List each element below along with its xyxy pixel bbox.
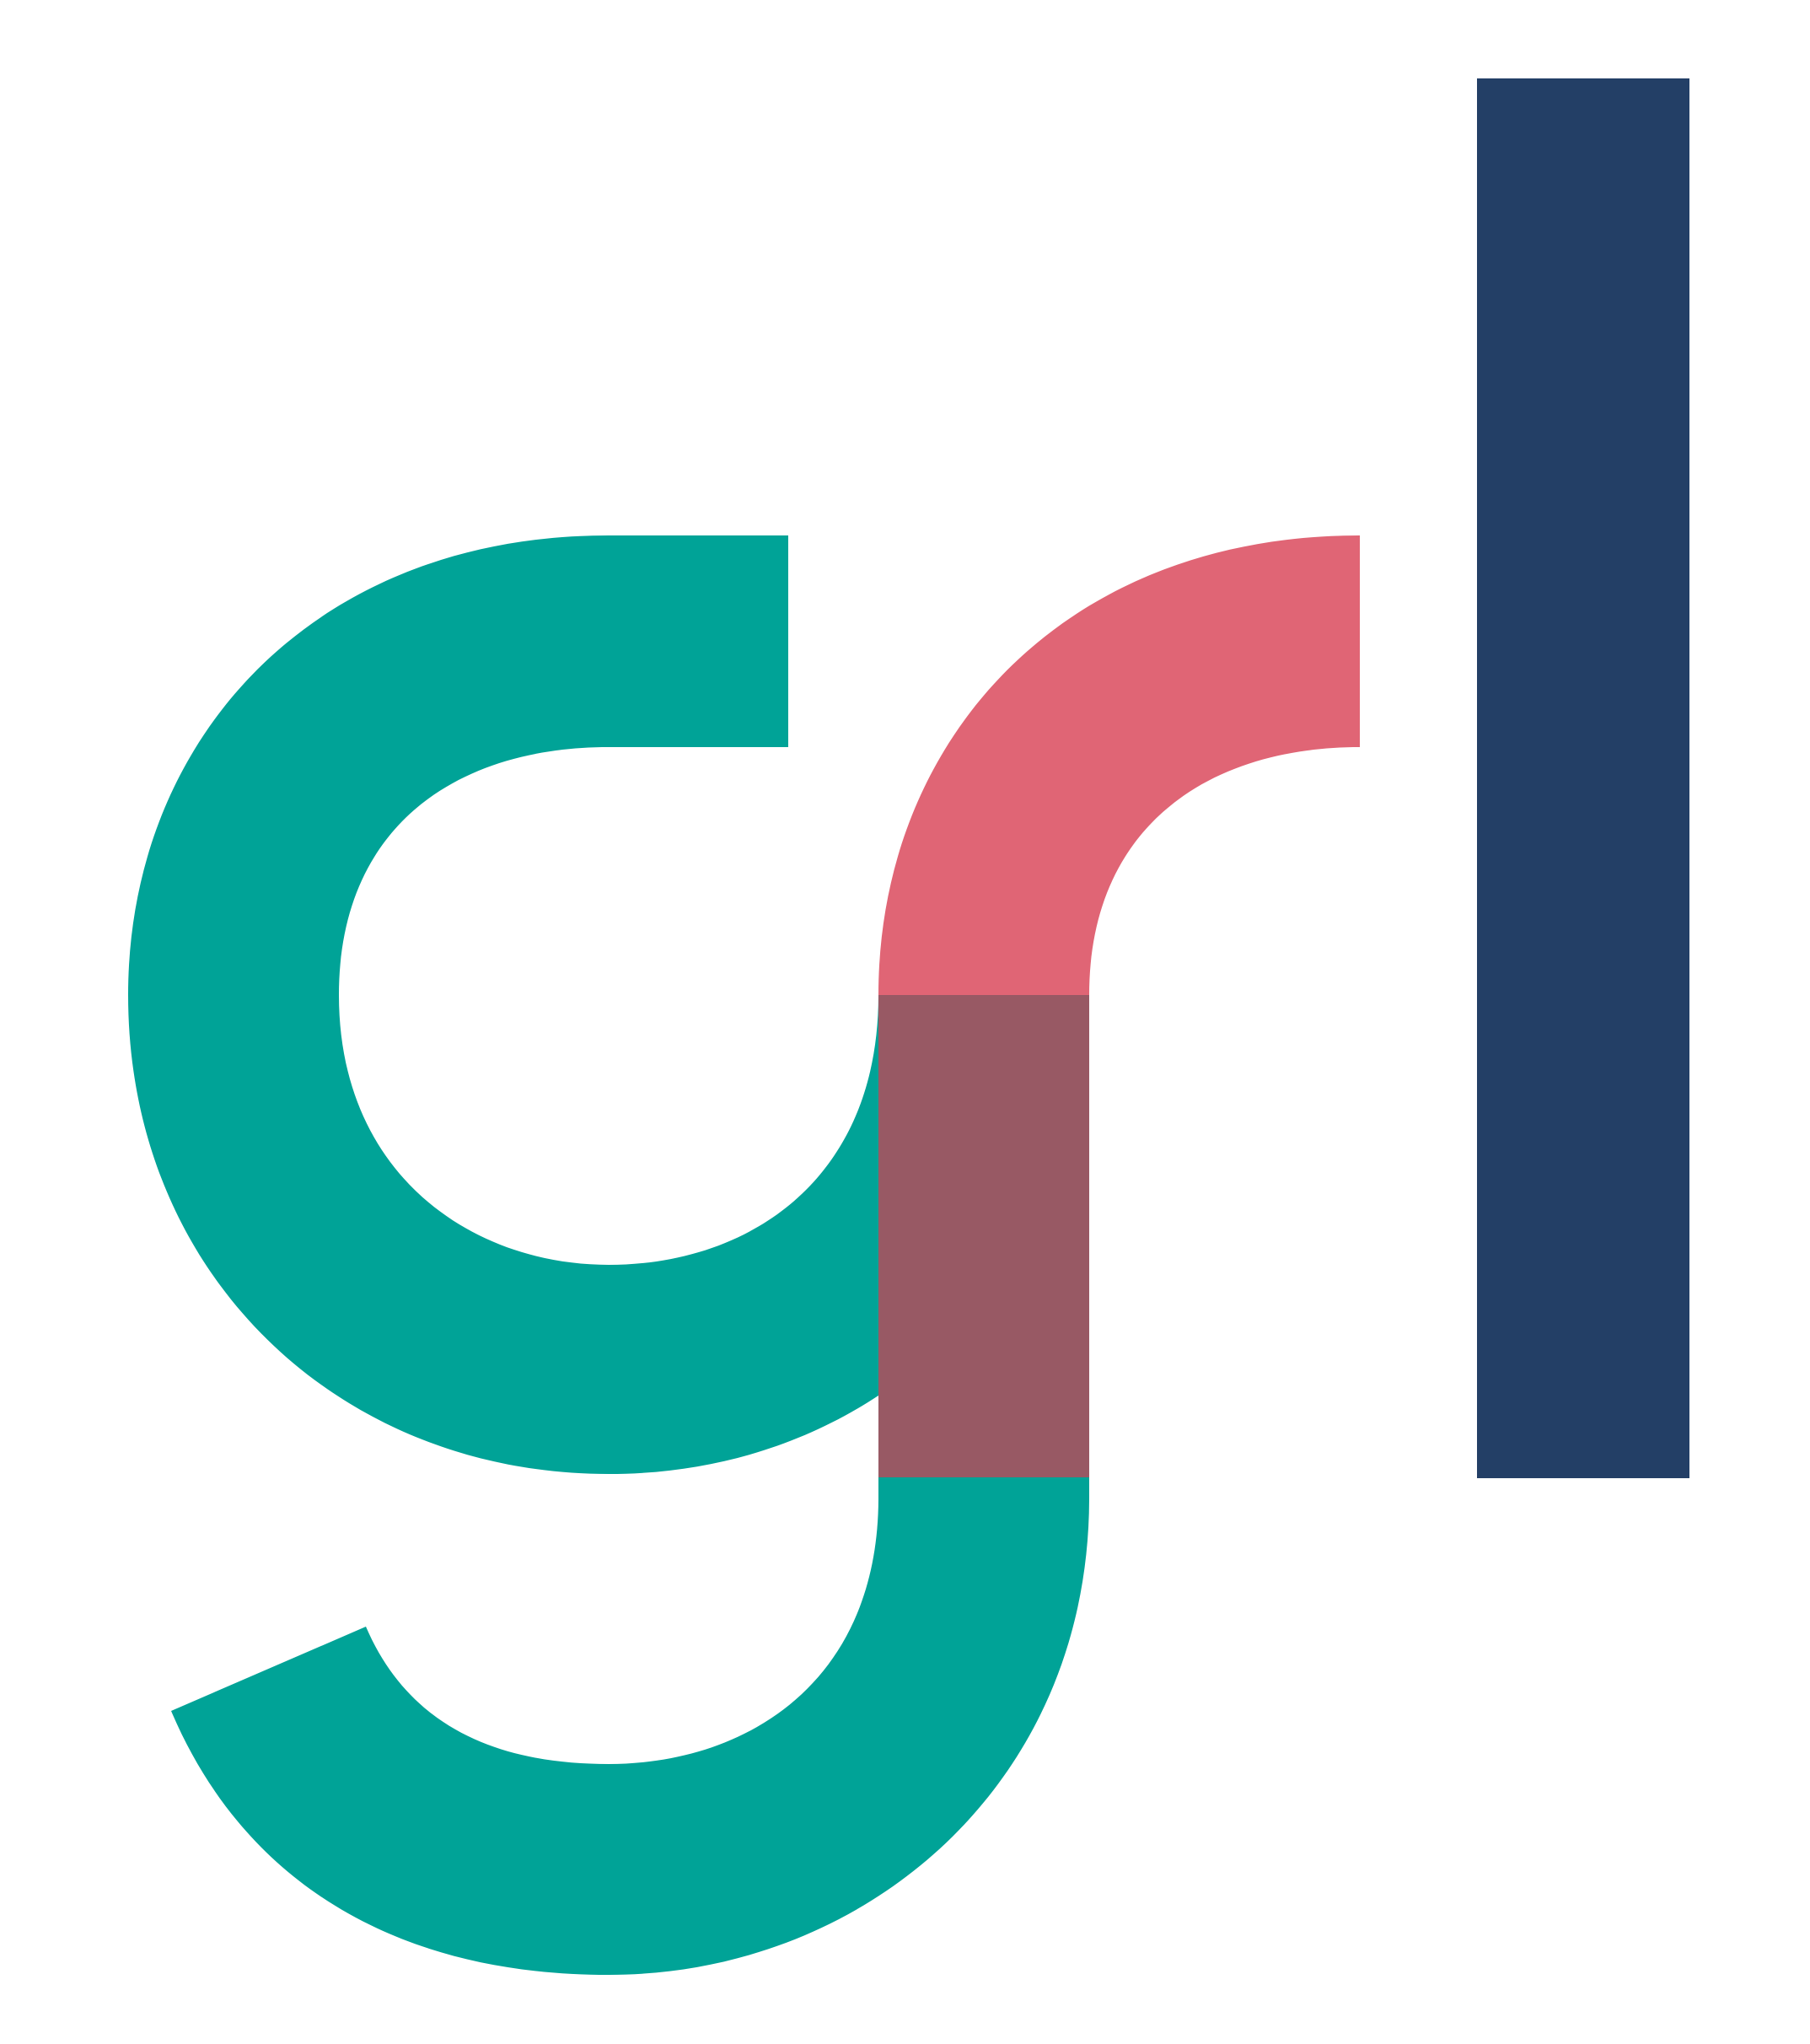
g-letter-tail: [171, 1477, 1089, 1975]
l-letter-bar: [1477, 78, 1689, 1478]
g-letter-bowl: [128, 535, 878, 1474]
g-r-overlap-stem: [878, 995, 1089, 1477]
r-letter-arc: [878, 535, 1360, 995]
